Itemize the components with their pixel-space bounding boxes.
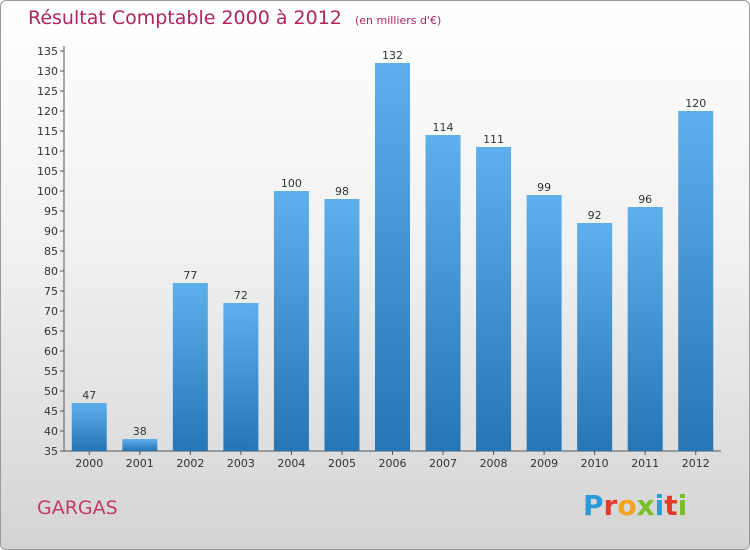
y-tick-label: 50 <box>44 385 58 398</box>
y-tick-label: 60 <box>44 345 58 358</box>
value-label: 111 <box>483 133 504 146</box>
y-tick-label: 75 <box>44 285 58 298</box>
bar <box>122 439 158 451</box>
y-tick-label: 110 <box>37 145 58 158</box>
value-label: 72 <box>234 289 248 302</box>
y-tick-label: 95 <box>44 205 58 218</box>
bar <box>324 199 360 451</box>
y-tick-label: 100 <box>37 185 58 198</box>
x-tick-label: 2006 <box>379 457 407 470</box>
logo-letter: i <box>677 489 688 522</box>
x-tick-label: 2000 <box>75 457 103 470</box>
logo-letter: r <box>603 489 618 522</box>
y-tick-label: 70 <box>44 305 58 318</box>
bar <box>476 147 512 451</box>
value-label: 100 <box>281 177 302 190</box>
y-tick-label: 115 <box>37 125 58 138</box>
x-tick-label: 2008 <box>480 457 508 470</box>
x-tick-label: 2010 <box>581 457 609 470</box>
x-tick-label: 2002 <box>176 457 204 470</box>
y-tick-label: 65 <box>44 325 58 338</box>
logo-letter: P <box>583 489 604 522</box>
value-label: 98 <box>335 185 349 198</box>
unit-label: (en milliers d'€) <box>354 14 442 27</box>
value-label: 132 <box>382 49 403 62</box>
y-tick-label: 40 <box>44 425 58 438</box>
y-tick-label: 85 <box>44 245 58 258</box>
value-label: 47 <box>82 389 96 402</box>
value-label: 120 <box>685 97 706 110</box>
y-tick-label: 130 <box>37 65 58 78</box>
bar <box>71 403 107 451</box>
chart-title-block: Résultat Comptable 2000 à 2012 (en milli… <box>28 7 441 29</box>
city-name: GARGAS <box>37 497 118 519</box>
x-tick-label: 2001 <box>126 457 154 470</box>
x-tick-label: 2011 <box>631 457 659 470</box>
logo-letter: x <box>636 489 655 522</box>
bar <box>273 191 309 451</box>
y-tick-label: 35 <box>44 445 58 458</box>
y-tick-label: 80 <box>44 265 58 278</box>
value-label: 99 <box>537 181 551 194</box>
x-tick-label: 2007 <box>429 457 457 470</box>
value-label: 77 <box>183 269 197 282</box>
x-tick-label: 2009 <box>530 457 558 470</box>
y-tick-label: 120 <box>37 105 58 118</box>
logo-letter: o <box>617 489 637 522</box>
value-label: 114 <box>433 121 454 134</box>
logo-letter: t <box>664 489 678 522</box>
bar <box>678 111 714 451</box>
y-tick-label: 45 <box>44 405 58 418</box>
bar <box>223 303 259 451</box>
proxiti-logo: Proxiti <box>583 489 687 522</box>
y-tick-label: 135 <box>37 45 58 58</box>
y-tick-label: 55 <box>44 365 58 378</box>
y-tick-label: 125 <box>37 85 58 98</box>
y-tick-label: 90 <box>44 225 58 238</box>
bar <box>375 63 410 451</box>
x-tick-label: 2012 <box>682 457 710 470</box>
bar <box>627 207 663 451</box>
x-tick-label: 2005 <box>328 457 356 470</box>
value-label: 38 <box>133 425 147 438</box>
value-label: 92 <box>588 209 602 222</box>
y-tick-label: 105 <box>37 165 58 178</box>
logo-letter: i <box>654 489 665 522</box>
value-label: 96 <box>638 193 652 206</box>
bar <box>425 135 461 451</box>
bar <box>172 283 208 451</box>
x-tick-label: 2004 <box>277 457 305 470</box>
x-tick-label: 2003 <box>227 457 255 470</box>
chart-title: Résultat Comptable 2000 à 2012 <box>28 7 342 29</box>
bar <box>526 195 562 451</box>
bar <box>577 223 613 451</box>
